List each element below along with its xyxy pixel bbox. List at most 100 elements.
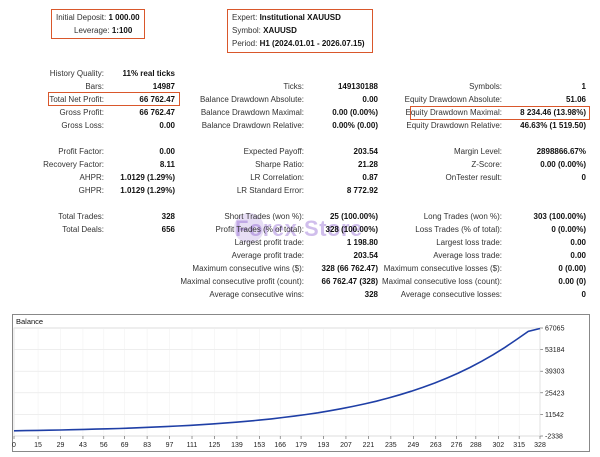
y-tick-label: 11542: [545, 412, 564, 419]
stat-label: Equity Drawdown Maximal:: [405, 108, 502, 117]
equity-drawdown-highlight: [410, 106, 590, 120]
stat-value: 303 (100.00%): [533, 212, 586, 221]
stat-label: LR Standard Error:: [236, 186, 304, 195]
x-tick-label: 235: [385, 442, 397, 449]
y-tick-label: -2338: [545, 434, 563, 441]
stat-label: Maximal consecutive profit (count):: [180, 277, 304, 286]
x-tick-label: 83: [143, 442, 151, 449]
stat-value: 1.0129 (1.29%): [120, 186, 175, 195]
stat-label: Largest loss trade:: [436, 238, 502, 247]
stat-label: Gross Profit:: [59, 108, 104, 117]
period-value: H1 (2024.01.01 - 2026.07.15): [259, 39, 365, 48]
stat-value: 149130188: [337, 82, 378, 91]
x-tick-label: 97: [166, 442, 174, 449]
initial-deposit-row: Initial Deposit: 1 000.00: [56, 13, 140, 22]
stat-value: 0: [581, 173, 586, 182]
initial-deposit-label: Initial Deposit:: [56, 13, 107, 22]
stat-label: Profit Trades (% of total):: [215, 225, 304, 234]
stat-label: Long Trades (won %):: [423, 212, 502, 221]
stat-value: 0.00 (0.00%): [332, 108, 378, 117]
stat-value: 51.06: [565, 95, 586, 104]
stat-value: 25 (100.00%): [329, 212, 378, 221]
stat-label: Ticks:: [283, 82, 304, 91]
stat-value: 0.00: [159, 121, 175, 130]
stat-value: 46.63% (1 519.50): [520, 121, 586, 130]
stat-value: 0.00: [362, 95, 378, 104]
stat-value: 0.00: [159, 147, 175, 156]
stat-value: 1.0129 (1.29%): [120, 173, 175, 182]
x-tick-label: 166: [274, 442, 286, 449]
leverage-row: Leverage: 1:100: [74, 26, 132, 35]
x-tick-label: 276: [451, 442, 463, 449]
stat-value: 0 (0.00%): [551, 225, 586, 234]
watermark-text: Forex Store: [235, 216, 363, 241]
stat-value: 66 762.47: [139, 108, 175, 117]
stat-value: 0.00% (0.00): [332, 121, 378, 130]
stat-label: Equity Drawdown Relative:: [406, 121, 502, 130]
stat-label: Symbols:: [469, 82, 502, 91]
stat-label: Maximal consecutive loss (count):: [381, 277, 502, 286]
stat-label: GHPR:: [78, 186, 104, 195]
stat-value: 1 198.80: [346, 238, 378, 247]
stat-value: 0.00 (0): [558, 277, 586, 286]
stat-value: 328 (66 762.47): [321, 264, 379, 273]
stat-value: 656: [161, 225, 175, 234]
y-tick-label: 25423: [545, 390, 565, 397]
x-tick-label: 0: [12, 442, 16, 449]
stat-value: 1: [581, 82, 586, 91]
x-tick-label: 125: [209, 442, 221, 449]
stat-label: Profit Factor:: [58, 147, 104, 156]
stat-label: History Quality:: [49, 69, 104, 78]
expert-value: Institutional XAUUSD: [259, 13, 341, 22]
x-tick-label: 179: [295, 442, 307, 449]
x-tick-label: 315: [513, 442, 525, 449]
expert-row: Expert: Institutional XAUUSD: [232, 13, 341, 22]
period-label: Period:: [232, 39, 258, 48]
stat-value: 8 234.46 (13.98%): [520, 108, 586, 117]
stat-value: 328: [161, 212, 175, 221]
stat-label: Total Trades:: [58, 212, 104, 221]
stat-value: 0.87: [362, 173, 378, 182]
period-row: Period: H1 (2024.01.01 - 2026.07.15): [232, 39, 365, 48]
stat-label: Largest profit trade:: [234, 238, 304, 247]
stat-label: Maximum consecutive losses ($):: [383, 264, 502, 273]
stat-value: 203.54: [353, 251, 378, 260]
stat-label: Average consecutive losses:: [400, 290, 502, 299]
symbol-label: Symbol:: [232, 26, 261, 35]
stat-label: Gross Loss:: [61, 121, 104, 130]
x-tick-label: 111: [187, 442, 198, 449]
stat-label: Average consecutive wins:: [209, 290, 304, 299]
stat-label: Equity Drawdown Absolute:: [404, 95, 502, 104]
stat-value: 203.54: [353, 147, 378, 156]
stat-label: Loss Trades (% of total):: [415, 225, 502, 234]
symbol-row: Symbol: XAUUSD: [232, 26, 297, 35]
balance-chart: Balance 67065 53184 39303 25423 11542 -2338 0 15…: [12, 314, 590, 452]
stat-label: Balance Drawdown Absolute:: [199, 95, 304, 104]
stat-label: Recovery Factor:: [43, 160, 104, 169]
x-tick-label: 288: [470, 442, 482, 449]
net-profit-highlight: [48, 92, 180, 106]
stat-label: LR Correlation:: [250, 173, 304, 182]
x-tick-label: 328: [534, 442, 546, 449]
y-tick-label: 39303: [545, 369, 565, 376]
stat-value: 66 762.47 (328): [321, 277, 379, 286]
x-tick-label: 193: [318, 442, 330, 449]
stat-label: Balance Drawdown Relative:: [201, 121, 304, 130]
stat-label: Z-Score:: [471, 160, 502, 169]
stat-value: 0.00: [570, 251, 586, 260]
stat-label: Expected Payoff:: [243, 147, 304, 156]
x-tick-label: 15: [34, 442, 42, 449]
expert-info-box: [227, 9, 373, 53]
stat-value: 0 (0.00): [558, 264, 586, 273]
x-tick-label: 56: [100, 442, 108, 449]
chart-title: Balance: [16, 317, 43, 326]
leverage-label: Leverage:: [74, 26, 110, 35]
x-tick-label: 29: [57, 442, 65, 449]
stat-label: AHPR:: [79, 173, 104, 182]
stat-value: 328 (100.00%): [325, 225, 378, 234]
balance-chart-svg: Balance 67065 53184 39303 25423 11542 -2338 0 15…: [12, 314, 590, 452]
stat-value: 0: [581, 290, 586, 299]
stat-value: 66 762.47: [139, 95, 175, 104]
x-tick-label: 263: [430, 442, 442, 449]
stat-label: Average profit trade:: [231, 251, 304, 260]
